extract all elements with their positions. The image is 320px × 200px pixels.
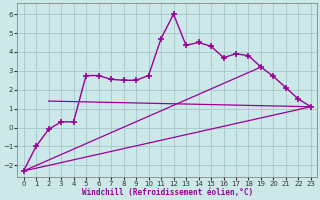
X-axis label: Windchill (Refroidissement éolien,°C): Windchill (Refroidissement éolien,°C) [82, 188, 253, 197]
